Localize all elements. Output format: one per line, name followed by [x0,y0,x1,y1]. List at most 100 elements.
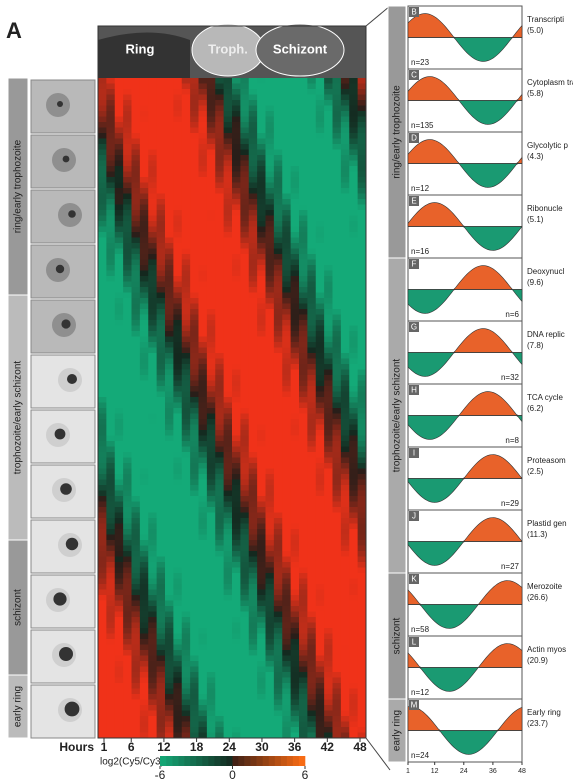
heatmap-cell [333,716,342,722]
heatmap-cell [199,474,208,480]
heatmap-cell [282,474,291,480]
colorbar-tick: -6 [155,768,166,782]
heatmap-cell [132,276,141,282]
heatmap-cell [132,265,141,271]
heatmap-cell [132,579,141,585]
heatmap-cell [249,705,258,711]
heatmap-cell [207,100,216,106]
heatmap-cell [173,139,182,145]
heatmap-cell [182,529,191,535]
heatmap-cell [224,612,233,618]
heatmap-cell [257,199,266,205]
heatmap-cell [333,568,342,574]
heatmap-cell [215,617,224,623]
heatmap-cell [115,414,124,420]
heatmap-cell [106,370,115,376]
heatmap-cell [240,524,249,530]
heatmap-cell [190,100,199,106]
heatmap-cell [148,342,157,348]
heatmap-cell [349,628,358,634]
heatmap-cell [123,282,132,288]
heatmap-cell [207,194,216,200]
heatmap-cell [240,392,249,398]
heatmap-cell [98,722,107,728]
heatmap-cell [215,249,224,255]
heatmap-cell [165,628,174,634]
heatmap-cell [282,441,291,447]
heatmap-cell [333,496,342,502]
heatmap-cell [257,381,266,387]
heatmap-cell [190,122,199,128]
heatmap-cell [140,320,149,326]
heatmap-cell [232,161,241,167]
heatmap-cell [224,337,233,343]
heatmap-cell [165,100,174,106]
heatmap-cell [232,128,241,134]
heatmap-cell [299,265,308,271]
heatmap-cell [257,425,266,431]
heatmap-cell [123,315,132,321]
heatmap-cell [249,276,258,282]
heatmap-cell [173,540,182,546]
heatmap-cell [316,249,325,255]
heatmap-cell [257,84,266,90]
heatmap-cell [240,166,249,172]
heatmap-cell [224,540,233,546]
heatmap-cell [316,194,325,200]
heatmap-cell [207,254,216,260]
heatmap-cell [232,205,241,211]
heatmap-cell [333,491,342,497]
heatmap-cell [165,414,174,420]
heatmap-cell [132,496,141,502]
heatmap-cell [215,469,224,475]
heatmap-cell [358,348,367,354]
heatmap-cell [299,590,308,596]
heatmap-cell [157,551,166,557]
heatmap-cell [140,683,149,689]
heatmap-cell [190,188,199,194]
heatmap [98,78,367,739]
heatmap-cell [324,700,333,706]
heatmap-cell [291,117,300,123]
heatmap-cell [291,276,300,282]
heatmap-cell [316,337,325,343]
heatmap-cell [106,491,115,497]
heatmap-cell [123,672,132,678]
heatmap-cell [249,474,258,480]
heatmap-cell [274,276,283,282]
heatmap-cell [132,502,141,508]
heatmap-cell [190,161,199,167]
heatmap-cell [123,166,132,172]
heatmap-cell [299,623,308,629]
heatmap-cell [115,480,124,486]
heatmap-cell [157,276,166,282]
heatmap-cell [274,331,283,337]
heatmap-cell [182,381,191,387]
heatmap-cell [299,524,308,530]
heatmap-cell [157,601,166,607]
heatmap-cell [98,496,107,502]
heatmap-cell [299,150,308,156]
heatmap-cell [274,364,283,370]
heatmap-cell [249,381,258,387]
heatmap-cell [358,557,367,563]
heatmap-cell [232,315,241,321]
heatmap-cell [98,705,107,711]
heatmap-cell [182,199,191,205]
heatmap-cell [282,78,291,84]
heatmap-cell [249,623,258,629]
heatmap-cell [358,535,367,541]
heatmap-cell [157,568,166,574]
heatmap-cell [199,238,208,244]
heatmap-cell [232,617,241,623]
heatmap-cell [316,436,325,442]
heatmap-cell [316,216,325,222]
heatmap-cell [132,155,141,161]
heatmap-cell [266,469,275,475]
heatmap-cell [132,320,141,326]
heatmap-cell [349,337,358,343]
heatmap-cell [98,628,107,634]
heatmap-cell [299,117,308,123]
heatmap-cell [190,612,199,618]
heatmap-cell [349,199,358,205]
